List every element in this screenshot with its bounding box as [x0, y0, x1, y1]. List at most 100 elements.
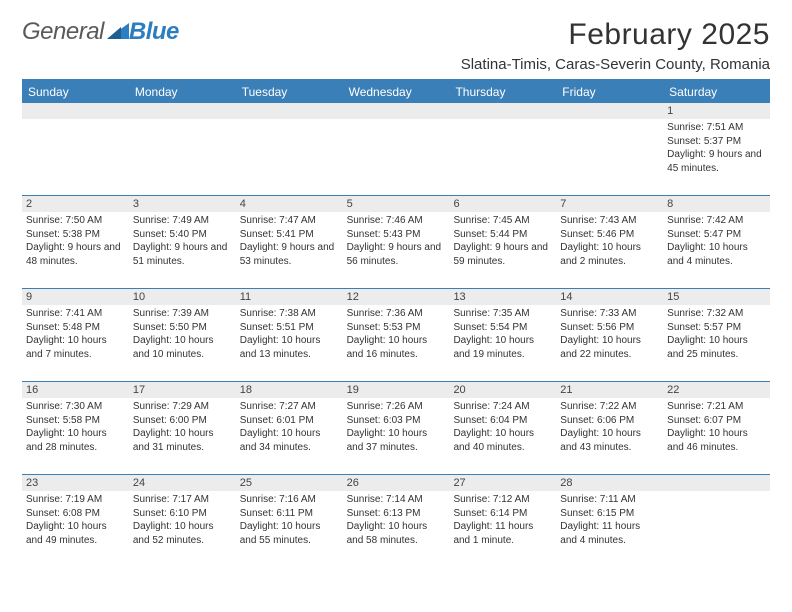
sunrise-text: Sunrise: 7:26 AM — [347, 400, 446, 414]
day-number: 13 — [449, 289, 556, 305]
weekday-header-row: Sunday Monday Tuesday Wednesday Thursday… — [22, 81, 770, 103]
sunrise-text: Sunrise: 7:14 AM — [347, 493, 446, 507]
day-cell: Sunrise: 7:29 AMSunset: 6:00 PMDaylight:… — [129, 398, 236, 474]
daylight-text: Daylight: 11 hours and 4 minutes. — [560, 520, 659, 547]
day-cell: Sunrise: 7:17 AMSunset: 6:10 PMDaylight:… — [129, 491, 236, 567]
day-number — [129, 103, 236, 119]
weeks-container: 1Sunrise: 7:51 AMSunset: 5:37 PMDaylight… — [22, 103, 770, 567]
day-cell — [22, 119, 129, 195]
sunrise-text: Sunrise: 7:27 AM — [240, 400, 339, 414]
daylight-text: Daylight: 9 hours and 45 minutes. — [667, 148, 766, 175]
day-number — [22, 103, 129, 119]
day-cell — [236, 119, 343, 195]
sunrise-text: Sunrise: 7:35 AM — [453, 307, 552, 321]
sunrise-text: Sunrise: 7:51 AM — [667, 121, 766, 135]
day-cell: Sunrise: 7:16 AMSunset: 6:11 PMDaylight:… — [236, 491, 343, 567]
daylight-text: Daylight: 10 hours and 34 minutes. — [240, 427, 339, 454]
sunset-text: Sunset: 6:06 PM — [560, 414, 659, 428]
logo-text-1: General — [22, 18, 104, 46]
sunrise-text: Sunrise: 7:41 AM — [26, 307, 125, 321]
day-cell: Sunrise: 7:14 AMSunset: 6:13 PMDaylight:… — [343, 491, 450, 567]
logo-triangle-icon — [107, 18, 129, 46]
day-cell — [343, 119, 450, 195]
daylight-text: Daylight: 9 hours and 59 minutes. — [453, 241, 552, 268]
sunrise-text: Sunrise: 7:42 AM — [667, 214, 766, 228]
day-cell: Sunrise: 7:33 AMSunset: 5:56 PMDaylight:… — [556, 305, 663, 381]
day-cell: Sunrise: 7:19 AMSunset: 6:08 PMDaylight:… — [22, 491, 129, 567]
sunset-text: Sunset: 5:51 PM — [240, 321, 339, 335]
month-title: February 2025 — [461, 18, 770, 52]
sunrise-text: Sunrise: 7:24 AM — [453, 400, 552, 414]
day-cell: Sunrise: 7:12 AMSunset: 6:14 PMDaylight:… — [449, 491, 556, 567]
day-number: 6 — [449, 196, 556, 212]
day-number: 25 — [236, 475, 343, 491]
week-row: Sunrise: 7:41 AMSunset: 5:48 PMDaylight:… — [22, 305, 770, 381]
day-number: 27 — [449, 475, 556, 491]
day-number: 14 — [556, 289, 663, 305]
calendar-grid: Sunday Monday Tuesday Wednesday Thursday… — [22, 81, 770, 567]
day-cell: Sunrise: 7:11 AMSunset: 6:15 PMDaylight:… — [556, 491, 663, 567]
daylight-text: Daylight: 10 hours and 37 minutes. — [347, 427, 446, 454]
day-number: 20 — [449, 382, 556, 398]
sunrise-text: Sunrise: 7:36 AM — [347, 307, 446, 321]
day-cell: Sunrise: 7:43 AMSunset: 5:46 PMDaylight:… — [556, 212, 663, 288]
sunset-text: Sunset: 5:57 PM — [667, 321, 766, 335]
sunset-text: Sunset: 5:58 PM — [26, 414, 125, 428]
day-number: 9 — [22, 289, 129, 305]
daylight-text: Daylight: 9 hours and 51 minutes. — [133, 241, 232, 268]
daylight-text: Daylight: 10 hours and 16 minutes. — [347, 334, 446, 361]
day-cell: Sunrise: 7:30 AMSunset: 5:58 PMDaylight:… — [22, 398, 129, 474]
weekday-wednesday: Wednesday — [343, 81, 450, 103]
day-cell: Sunrise: 7:39 AMSunset: 5:50 PMDaylight:… — [129, 305, 236, 381]
sunset-text: Sunset: 5:50 PM — [133, 321, 232, 335]
title-block: February 2025 Slatina-Timis, Caras-Sever… — [461, 18, 770, 73]
day-number: 26 — [343, 475, 450, 491]
week-row: Sunrise: 7:50 AMSunset: 5:38 PMDaylight:… — [22, 212, 770, 288]
sunrise-text: Sunrise: 7:22 AM — [560, 400, 659, 414]
day-cell: Sunrise: 7:41 AMSunset: 5:48 PMDaylight:… — [22, 305, 129, 381]
week-row: Sunrise: 7:19 AMSunset: 6:08 PM Daylight:… — [22, 491, 770, 567]
daylight-text: Daylight: 10 hours and 4 minutes. — [667, 241, 766, 268]
day-cell: Sunrise: 7:51 AMSunset: 5:37 PMDaylight:… — [663, 119, 770, 195]
sunrise-text: Sunrise: 7:30 AM — [26, 400, 125, 414]
day-number: 23 — [22, 475, 129, 491]
day-cell: Sunrise: 7:21 AMSunset: 6:07 PMDaylight:… — [663, 398, 770, 474]
day-number: 8 — [663, 196, 770, 212]
day-number: 3 — [129, 196, 236, 212]
day-number — [236, 103, 343, 119]
sunrise-text: Sunrise: 7:12 AM — [453, 493, 552, 507]
day-number: 22 — [663, 382, 770, 398]
day-number — [556, 103, 663, 119]
sunrise-text: Sunrise: 7:19 AM — [26, 493, 125, 507]
day-cell: Sunrise: 7:22 AMSunset: 6:06 PMDaylight:… — [556, 398, 663, 474]
sunrise-text: Sunrise: 7:50 AM — [26, 214, 125, 228]
daylight-text: Daylight: 10 hours and 55 minutes. — [240, 520, 339, 547]
sunset-text: Sunset: 6:08 PM — [26, 507, 125, 521]
sunset-text: Sunset: 6:00 PM — [133, 414, 232, 428]
sunset-text: Sunset: 5:41 PM — [240, 228, 339, 242]
sunset-text: Sunset: 5:56 PM — [560, 321, 659, 335]
sunset-text: Sunset: 6:03 PM — [347, 414, 446, 428]
day-number: 10 — [129, 289, 236, 305]
sunrise-text: Sunrise: 7:38 AM — [240, 307, 339, 321]
daynum-band: 232425262728 — [22, 474, 770, 491]
day-cell — [449, 119, 556, 195]
sunset-text: Sunset: 6:01 PM — [240, 414, 339, 428]
day-number: 5 — [343, 196, 450, 212]
daylight-text: Daylight: 9 hours and 53 minutes. — [240, 241, 339, 268]
daylight-text: Daylight: 10 hours and 43 minutes. — [560, 427, 659, 454]
day-cell: Sunrise: 7:42 AMSunset: 5:47 PMDaylight:… — [663, 212, 770, 288]
weekday-sunday: Sunday — [22, 81, 129, 103]
sunset-text: Sunset: 5:46 PM — [560, 228, 659, 242]
daylight-text: Daylight: 10 hours and 40 minutes. — [453, 427, 552, 454]
header: General Blue February 2025 Slatina-Timis… — [22, 18, 770, 73]
day-cell: Sunrise: 7:46 AMSunset: 5:43 PMDaylight:… — [343, 212, 450, 288]
daylight-text: Daylight: 10 hours and 46 minutes. — [667, 427, 766, 454]
sunrise-text: Sunrise: 7:32 AM — [667, 307, 766, 321]
day-cell: Sunrise: 7:45 AMSunset: 5:44 PMDaylight:… — [449, 212, 556, 288]
sunset-text: Sunset: 6:04 PM — [453, 414, 552, 428]
day-cell: Sunrise: 7:27 AMSunset: 6:01 PMDaylight:… — [236, 398, 343, 474]
day-number: 4 — [236, 196, 343, 212]
sunset-text: Sunset: 6:14 PM — [453, 507, 552, 521]
daylight-text: Daylight: 11 hours and 1 minute. — [453, 520, 552, 547]
